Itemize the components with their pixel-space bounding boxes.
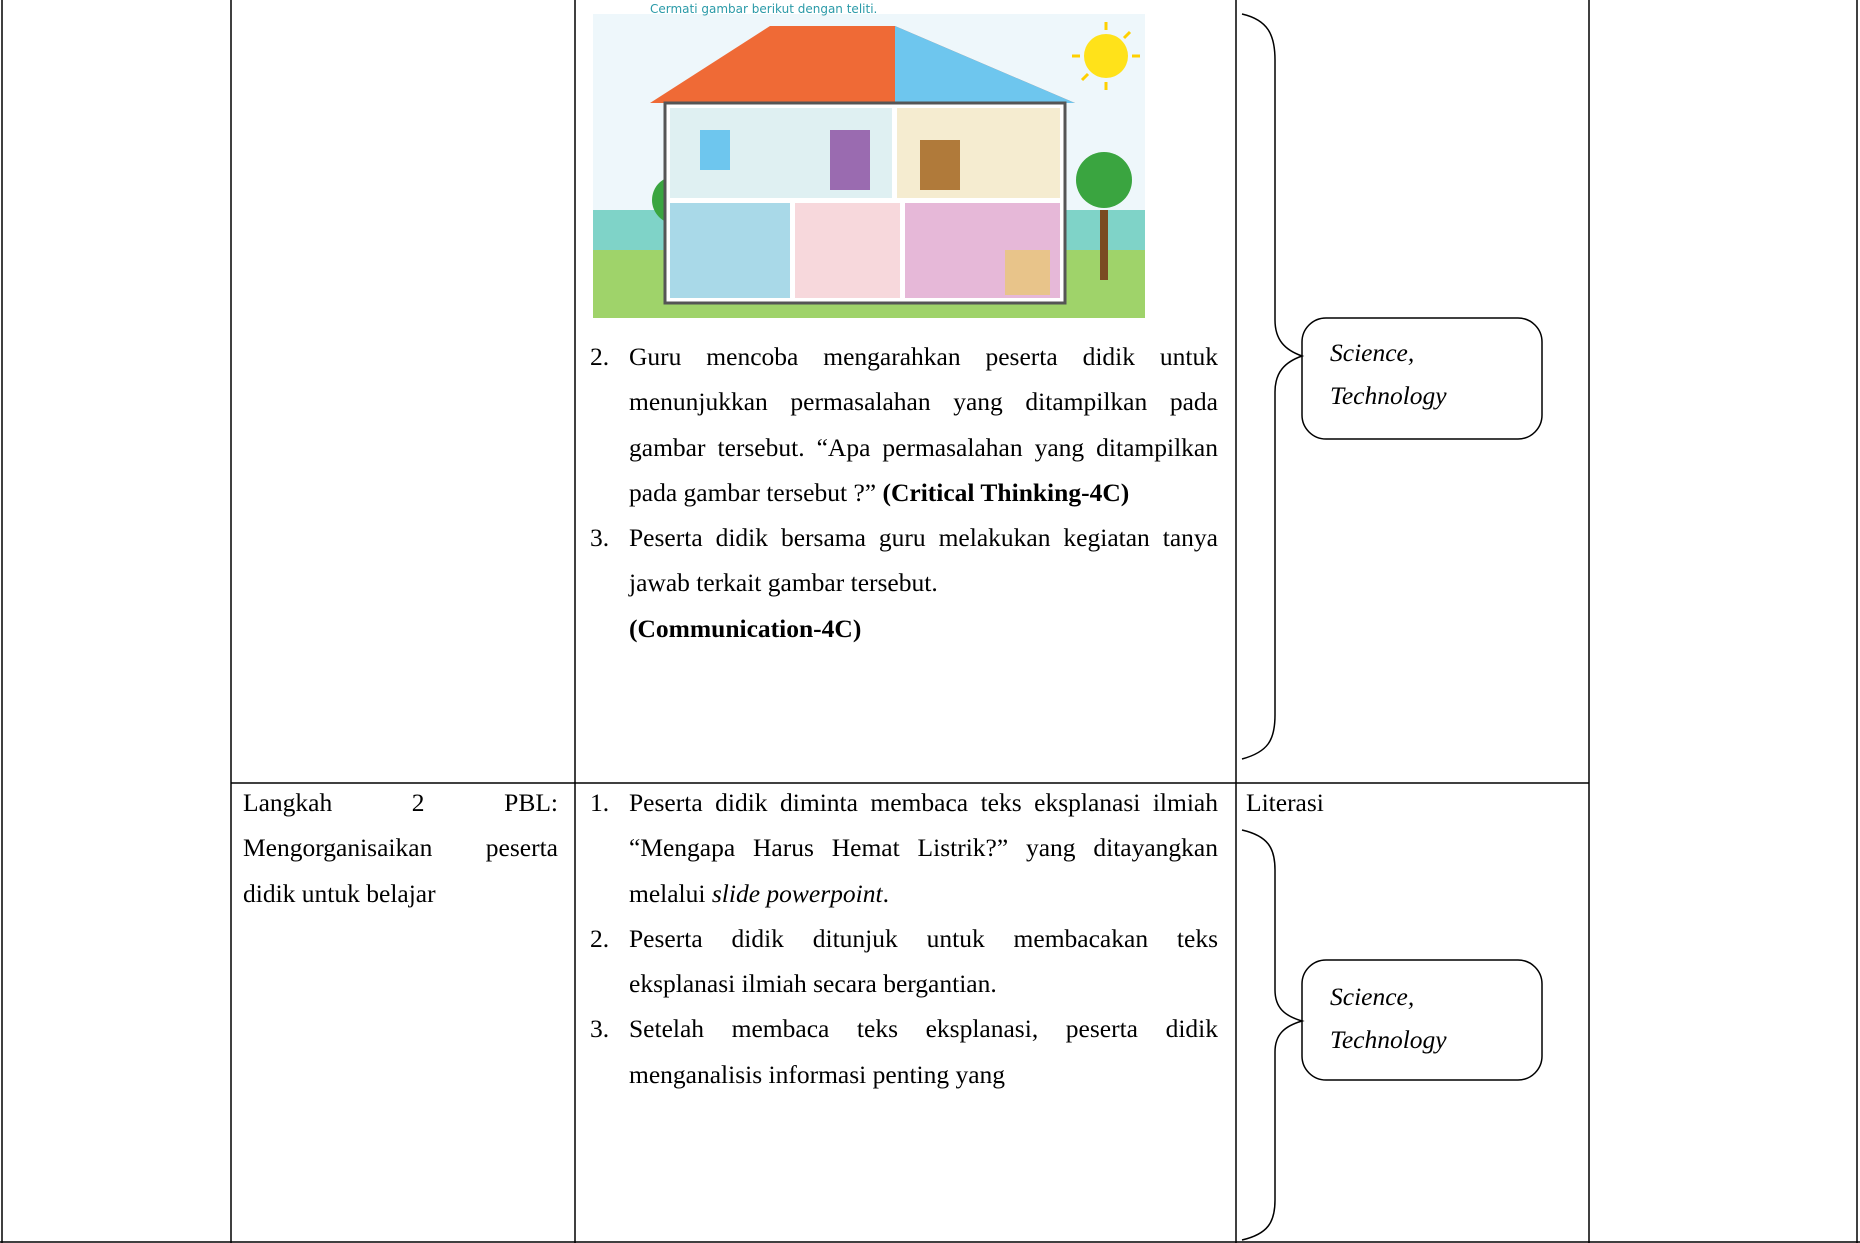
item-number: 3. (590, 523, 610, 553)
item-text: Peserta didik ditunjuk untuk membacakan … (629, 923, 1218, 999)
item-text: Guru mencoba mengarahkan peserta didik u… (629, 342, 1218, 507)
item-number: 2. (590, 342, 610, 371)
row-label: Literasi (1246, 788, 1324, 817)
item-tag: (Critical Thinking-4C) (882, 477, 1130, 507)
item-number: 3. (590, 1014, 610, 1044)
item-text: Setelah membaca teks eksplanasi, peserta… (629, 1014, 1218, 1089)
house-illustration (593, 14, 1145, 318)
list-item: 2. Peserta didik ditunjuk untuk membacaka… (590, 916, 1218, 1007)
item-text: Peserta didik bersama guru melakukan keg… (629, 523, 1218, 598)
activity-list: 1. Peserta didik diminta membaca teks eks… (590, 780, 1218, 1097)
item-number: 1. (590, 788, 610, 817)
note-text: Science, Technology (1330, 338, 1447, 410)
item-tag: (Communication-4C) (629, 613, 862, 643)
item-text: Peserta didik diminta membaca teks ekspl… (629, 788, 1218, 908)
list-item: 3. Setelah membaca teks eksplanasi, peser… (590, 1006, 1218, 1097)
note-text: Science, Technology (1330, 982, 1447, 1054)
activity-list: 2. Guru mencoba mengarahkan peserta didik… (590, 334, 1218, 651)
list-item: 2. Guru mencoba mengarahkan peserta didik… (590, 334, 1218, 515)
step-text: Langkah 2 PBL: Mengorganisaikan peserta … (243, 788, 558, 908)
item-number: 2. (590, 923, 610, 953)
list-item: 1. Peserta didik diminta membaca teks eks… (590, 780, 1218, 916)
image-caption: Cermati gambar berikut dengan teliti. (650, 2, 878, 16)
item-end: . (882, 878, 889, 908)
list-item: 3. Peserta didik bersama guru melakukan k… (590, 515, 1218, 651)
item-emphasis: slide powerpoint (711, 878, 883, 908)
